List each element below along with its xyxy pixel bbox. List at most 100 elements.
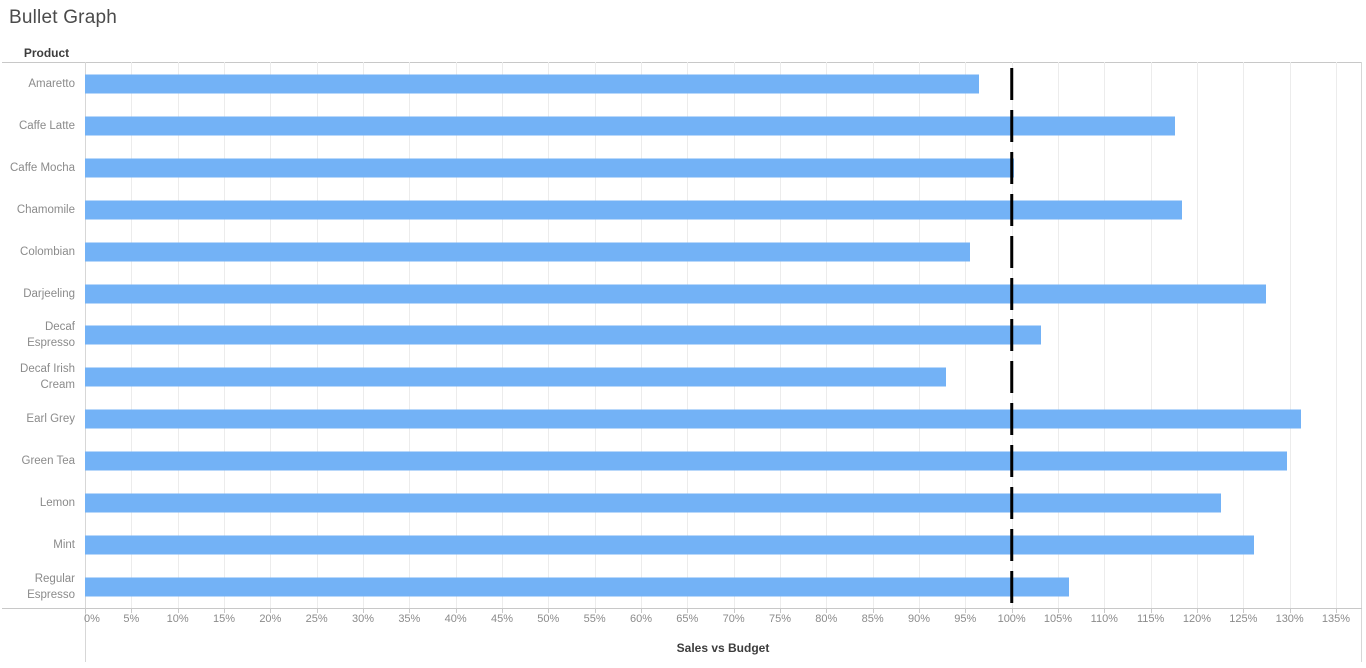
reference-line xyxy=(1009,487,1014,520)
x-tick xyxy=(687,609,689,613)
x-tick xyxy=(501,609,503,613)
x-tick-label: 105% xyxy=(1043,613,1073,625)
row-plot xyxy=(85,189,1361,231)
gridline xyxy=(1104,62,1106,608)
x-tick-label: 95% xyxy=(954,613,977,625)
x-tick-label: 5% xyxy=(123,613,140,625)
x-tick xyxy=(223,609,225,613)
product-label[interactable]: Caffe Latte xyxy=(18,119,75,132)
product-label[interactable]: Caffe Mocha xyxy=(10,161,75,174)
product-label[interactable]: Colombian xyxy=(20,245,75,258)
x-tick-label: 65% xyxy=(676,613,699,625)
bullet-bar[interactable] xyxy=(85,409,1301,429)
x-tick-label: 90% xyxy=(907,613,930,625)
row-plot xyxy=(85,273,1361,315)
x-axis-line xyxy=(2,608,1362,609)
x-tick-label: 125% xyxy=(1229,613,1258,625)
x-tick xyxy=(177,609,179,613)
x-tick xyxy=(409,609,411,613)
product-label[interactable]: Regular Espresso xyxy=(27,573,75,602)
x-tick-label: 120% xyxy=(1182,613,1212,625)
product-row: Decaf Irish Cream xyxy=(0,356,1361,398)
bullet-bar[interactable] xyxy=(85,158,1014,178)
reference-line xyxy=(1009,67,1014,100)
row-plot xyxy=(85,147,1361,189)
x-tick xyxy=(270,609,272,613)
product-label[interactable]: Mint xyxy=(53,539,75,552)
bullet-bar[interactable] xyxy=(85,367,946,387)
product-label[interactable]: Darjeeling xyxy=(23,287,75,300)
row-plot xyxy=(85,440,1361,482)
bullet-bar[interactable] xyxy=(85,577,1070,597)
x-tick xyxy=(455,609,457,613)
product-row: Mint xyxy=(0,524,1361,566)
reference-line xyxy=(1009,109,1014,142)
reference-line xyxy=(1009,403,1014,436)
product-label[interactable]: Amaretto xyxy=(28,77,75,90)
gridline xyxy=(1243,62,1245,608)
x-tick xyxy=(965,609,967,613)
bullet-bar[interactable] xyxy=(85,325,1042,345)
x-tick xyxy=(640,609,642,613)
bullet-bar[interactable] xyxy=(85,451,1287,471)
chart-title: Bullet Graph xyxy=(9,7,118,28)
row-plot xyxy=(85,524,1361,566)
bullet-bar[interactable] xyxy=(85,284,1267,304)
reference-line xyxy=(1009,151,1014,184)
row-plot xyxy=(85,356,1361,398)
plot-left-border xyxy=(85,62,86,662)
reference-line xyxy=(1009,361,1014,394)
header-divider-line xyxy=(2,62,1362,63)
product-row: Green Tea xyxy=(0,440,1361,482)
product-row: Regular Espresso xyxy=(0,566,1361,608)
bullet-bar[interactable] xyxy=(85,116,1175,136)
product-row: Caffe Mocha xyxy=(0,147,1361,189)
gridline xyxy=(1150,62,1152,608)
bullet-bar[interactable] xyxy=(85,74,980,94)
x-tick xyxy=(1150,609,1152,613)
plot-right-border xyxy=(1361,62,1362,662)
x-tick xyxy=(826,609,828,613)
x-tick-label: 45% xyxy=(490,613,513,625)
x-tick xyxy=(1335,609,1337,613)
x-tick-label: 30% xyxy=(351,613,374,625)
product-row: Chamomile xyxy=(0,189,1361,231)
x-tick-label: 20% xyxy=(259,613,282,625)
bullet-bar[interactable] xyxy=(85,493,1222,513)
row-plot xyxy=(85,315,1361,357)
product-label[interactable]: Decaf Espresso xyxy=(27,321,75,350)
x-tick-label: 130% xyxy=(1275,613,1304,625)
product-label[interactable]: Chamomile xyxy=(16,203,75,216)
row-plot xyxy=(85,63,1361,105)
reference-line xyxy=(1009,235,1014,268)
x-tick xyxy=(1196,609,1198,613)
product-label[interactable]: Green Tea xyxy=(21,455,76,468)
x-tick-label-layer: 0% 5% 10% 15% 20% 25% 30% 35% 40% 45% 50% 55% 60% 65%… xyxy=(84,613,1361,628)
x-tick-label: 0% xyxy=(84,613,100,625)
x-tick xyxy=(131,609,133,613)
product-label[interactable]: Lemon xyxy=(39,497,75,510)
row-plot xyxy=(85,482,1361,524)
x-tick-label: 75% xyxy=(768,613,791,625)
product-row: Decaf Espresso xyxy=(0,315,1361,357)
reference-line xyxy=(1009,193,1014,226)
rows-layer: Amaretto Caffe Latte Caffe Mocha Chamomile C… xyxy=(0,63,1361,608)
x-tick xyxy=(85,609,86,613)
bullet-bar[interactable] xyxy=(85,242,970,262)
x-tick xyxy=(548,609,550,613)
x-tick xyxy=(362,609,364,613)
product-label[interactable]: Decaf Irish Cream xyxy=(20,363,75,392)
row-plot xyxy=(85,105,1361,147)
bullet-bar[interactable] xyxy=(85,200,1183,220)
x-tick-label: 40% xyxy=(444,613,467,625)
x-tick-label: 25% xyxy=(305,613,328,625)
x-tick xyxy=(733,609,735,613)
x-tick xyxy=(594,609,596,613)
product-row: Darjeeling xyxy=(0,273,1361,315)
product-label[interactable]: Earl Grey xyxy=(26,413,75,426)
x-tick xyxy=(1104,609,1106,613)
row-plot xyxy=(85,231,1361,273)
bullet-bar[interactable] xyxy=(85,535,1254,555)
x-tick xyxy=(918,609,920,613)
